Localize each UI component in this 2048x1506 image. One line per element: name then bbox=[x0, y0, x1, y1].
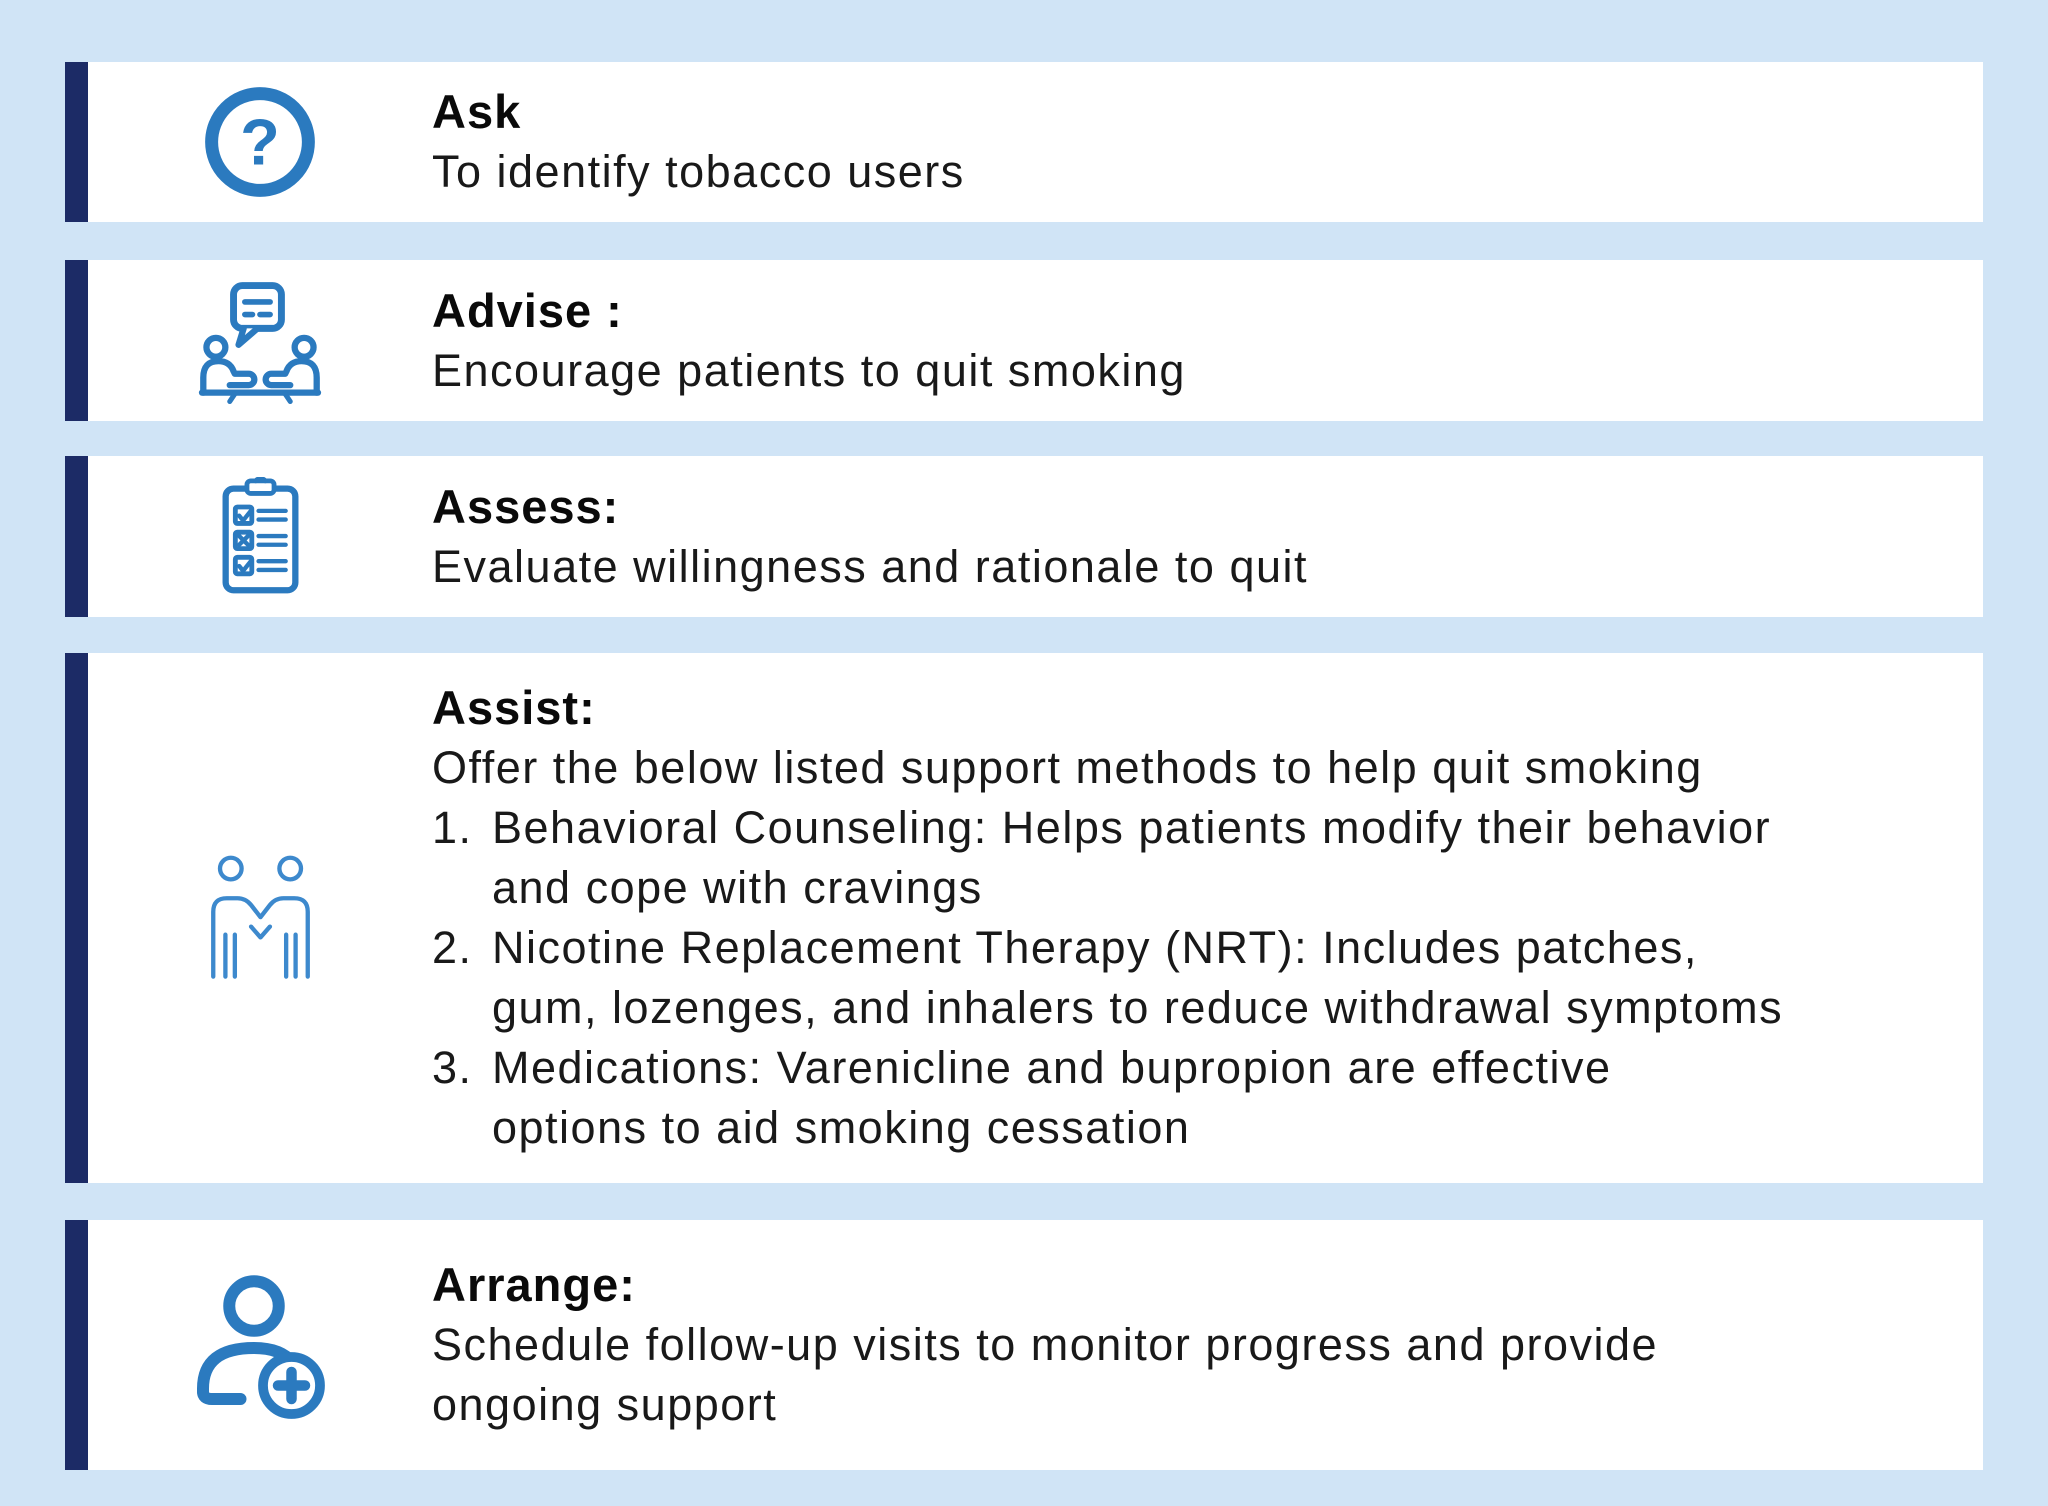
card-arrange: Arrange: Schedule follow-up visits to mo… bbox=[65, 1220, 1983, 1470]
card-assist: Assist: Offer the below listed support m… bbox=[65, 653, 1983, 1183]
card-ask: ? Ask To identify tobacco users bbox=[65, 62, 1983, 222]
card-title: Advise : bbox=[432, 283, 623, 337]
ask-icon-box: ? bbox=[88, 62, 432, 222]
assist-list-item-1: 1. Behavioral Counseling: Helps patients… bbox=[432, 798, 1938, 918]
list-item-number: 2. bbox=[432, 922, 473, 973]
conversation-people-icon bbox=[197, 278, 323, 404]
assist-text-box: Assist: Offer the below listed support m… bbox=[432, 653, 1983, 1183]
list-item-text: Nicotine Replacement Therapy (NRT): Incl… bbox=[492, 922, 1784, 1033]
card-description: Encourage patients to quit smoking bbox=[432, 344, 1186, 396]
card-title: Ask bbox=[432, 85, 522, 138]
card-assess: Assess: Evaluate willingness and rationa… bbox=[65, 456, 1983, 617]
card-description: Offer the below listed support methods t… bbox=[432, 742, 1703, 793]
list-item-number: 1. bbox=[432, 802, 473, 853]
card-title: Assist: bbox=[432, 681, 596, 734]
handshake-people-icon bbox=[193, 851, 328, 986]
question-mark-circle-icon: ? bbox=[201, 83, 319, 201]
advise-text-box: Advise : Encourage patients to quit smok… bbox=[432, 260, 1983, 421]
add-person-icon bbox=[185, 1270, 335, 1420]
arrange-icon-box bbox=[88, 1220, 432, 1470]
list-item-text: Medications: Varenicline and bupropion a… bbox=[492, 1042, 1612, 1153]
card-stack: ? Ask To identify tobacco users bbox=[65, 62, 1983, 1470]
advise-icon-box bbox=[88, 260, 432, 421]
card-description: Evaluate willingness and rationale to qu… bbox=[432, 540, 1309, 592]
checklist-clipboard-icon bbox=[212, 476, 309, 597]
card-title: Arrange: bbox=[432, 1258, 636, 1311]
assess-icon-box bbox=[88, 456, 432, 617]
assist-list-item-2: 2. Nicotine Replacement Therapy (NRT): I… bbox=[432, 918, 1938, 1038]
assist-icon-box bbox=[88, 653, 432, 1183]
assist-list-item-3: 3. Medications: Varenicline and bupropio… bbox=[432, 1038, 1938, 1158]
ask-text-box: Ask To identify tobacco users bbox=[432, 62, 1983, 222]
arrange-text-box: Arrange: Schedule follow-up visits to mo… bbox=[432, 1220, 1983, 1470]
card-title: Assess: bbox=[432, 479, 620, 533]
card-advise: Advise : Encourage patients to quit smok… bbox=[65, 260, 1983, 421]
list-item-text: Behavioral Counseling: Helps patients mo… bbox=[492, 802, 1772, 913]
card-description: Schedule follow-up visits to monitor pro… bbox=[432, 1319, 1659, 1430]
assess-text-box: Assess: Evaluate willingness and rationa… bbox=[432, 456, 1983, 617]
card-description: To identify tobacco users bbox=[432, 146, 965, 197]
svg-text:?: ? bbox=[240, 105, 280, 178]
list-item-number: 3. bbox=[432, 1042, 473, 1093]
